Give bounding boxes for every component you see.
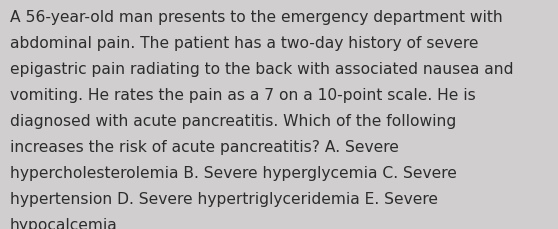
Text: epigastric pain radiating to the back with associated nausea and: epigastric pain radiating to the back wi… <box>10 62 513 77</box>
Text: increases the risk of acute pancreatitis? A. Severe: increases the risk of acute pancreatitis… <box>10 140 399 155</box>
Text: vomiting. He rates the pain as a 7 on a 10-point scale. He is: vomiting. He rates the pain as a 7 on a … <box>10 88 476 103</box>
Text: A 56-year-old man presents to the emergency department with: A 56-year-old man presents to the emerge… <box>10 10 503 25</box>
Text: abdominal pain. The patient has a two-day history of severe: abdominal pain. The patient has a two-da… <box>10 36 479 51</box>
Text: hypertension D. Severe hypertriglyceridemia E. Severe: hypertension D. Severe hypertriglyceride… <box>10 191 438 206</box>
Text: hypocalcemia: hypocalcemia <box>10 217 118 229</box>
Text: diagnosed with acute pancreatitis. Which of the following: diagnosed with acute pancreatitis. Which… <box>10 114 456 129</box>
Text: hypercholesterolemia B. Severe hyperglycemia C. Severe: hypercholesterolemia B. Severe hyperglyc… <box>10 166 457 180</box>
